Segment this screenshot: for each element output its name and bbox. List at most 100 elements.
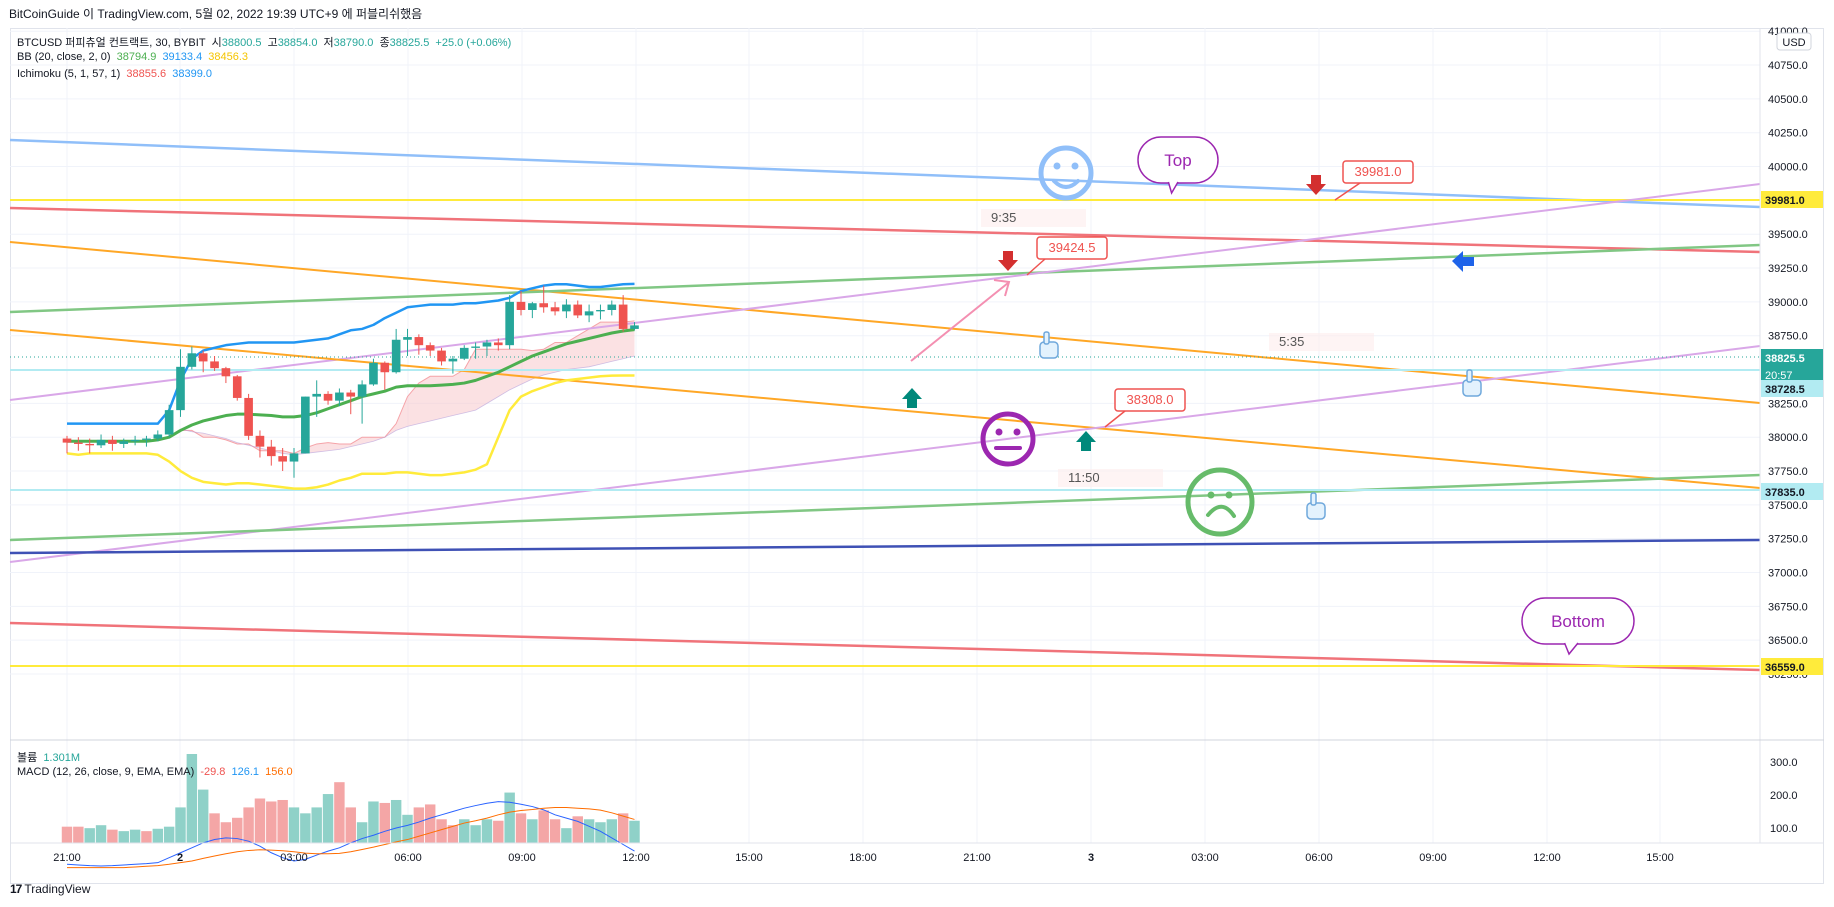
trendline-orange-lower [9, 329, 1761, 489]
y-tick-13: 39500.0 [1768, 229, 1808, 241]
x-tick-9: 3 [1088, 852, 1094, 864]
volume-bar-27 [368, 801, 379, 843]
price-label-38308-pointer [1104, 410, 1126, 428]
x-tick-7: 18:00 [849, 852, 877, 864]
legend-bb-v3: 38456.3 [208, 51, 249, 63]
legend-bb: BB (20, close, 2, 0) 38794.9 39133.4 384… [17, 51, 251, 63]
pointing-hand-icon-1-palm [1039, 341, 1059, 359]
legend-macd-v1: -29.8 [200, 766, 226, 778]
trendline-green-lower [9, 473, 1761, 542]
macd-y-tick-0: 100.0 [1770, 823, 1798, 835]
confused-face-icon-eye-left [1207, 491, 1215, 499]
candle-body-25 [346, 392, 356, 397]
footer-logo[interactable]: 17 TradingView [10, 882, 90, 896]
volume-bar-43 [549, 819, 561, 843]
candle-body-19 [278, 456, 287, 462]
volume-bar-47 [595, 822, 606, 843]
candle-body-6 [130, 439, 140, 442]
header-title: BitCoinGuide 이 TradingView.com, 5월 02, 2… [9, 7, 423, 21]
candle-body-7 [142, 438, 151, 440]
trendline-purple-upper [9, 183, 1761, 401]
legend-symbol-line: BTCUSD 퍼피츄얼 컨트랙트, 30, BYBIT 시38800.5 고38… [17, 34, 514, 50]
confused-face-icon-mouth [1206, 504, 1236, 518]
confused-face-icon-outline [1185, 467, 1255, 537]
candle-body-14 [221, 368, 231, 377]
bubble-top: Top [1164, 151, 1191, 170]
volume-bar-5 [118, 831, 129, 843]
pointing-hand-icon-3-finger [1310, 492, 1317, 506]
volume-bar-34 [447, 825, 459, 843]
y-tick-8: 38250.0 [1768, 398, 1808, 410]
axis-badge-38825: 38825.5 [1765, 353, 1805, 365]
tradingview-logo-icon: 17 [10, 882, 22, 896]
projection-arrow-head [993, 279, 1011, 297]
axis-badge-37835: 37835.0 [1765, 487, 1805, 499]
ichimoku-span-b [180, 355, 635, 456]
legend-bb-v1: 38794.9 [116, 51, 157, 63]
volume-bar-38 [493, 820, 504, 843]
volume-bar-16 [243, 807, 254, 843]
x-tick-10: 03:00 [1191, 852, 1219, 864]
axes-layer: 36250.036500.036750.037000.037250.037500… [10, 26, 1824, 864]
candle-body-28 [380, 362, 390, 373]
candle-body-41 [528, 303, 537, 310]
neutral-face-icon-eye-right [1013, 428, 1021, 436]
legend-bb-v2: 39133.4 [162, 51, 203, 63]
volume-bar-50 [629, 820, 640, 843]
candle-body-3 [96, 439, 106, 446]
axis-badge-38728: 38728.5 [1765, 384, 1805, 396]
x-tick-8: 21:00 [963, 852, 991, 864]
y-tick-2: 36750.0 [1768, 601, 1808, 613]
price-label-39981-pointer [1334, 182, 1361, 201]
bubble-top-tail [1167, 181, 1179, 195]
trendline-blue-top [9, 138, 1761, 209]
candle-body-5 [119, 441, 129, 444]
candle-body-35 [459, 347, 469, 359]
pointing-hand-icon-1-finger [1043, 331, 1050, 345]
legend-volume-name: 볼륨 [17, 752, 38, 764]
volume-bar-25 [345, 807, 356, 843]
volume-bar-48 [606, 819, 618, 843]
time-label-1150: 11:50 [1068, 470, 1100, 485]
pointing-hand-icon-2-finger [1466, 369, 1473, 383]
candle-body-12 [198, 353, 208, 362]
axis-badge-38728-bg [1761, 380, 1823, 397]
legend-ichimoku-v2: 38399.0 [172, 68, 212, 80]
volume-bar-32 [424, 804, 436, 843]
volume-bar-1 [73, 826, 84, 843]
volume-bar-28 [379, 802, 391, 843]
legend-close: 38825.5 [389, 37, 430, 49]
legend-macd-name: MACD (12, 26, close, 9, EMA, EMA) [17, 766, 195, 778]
neutral-face-icon-eye-left [995, 428, 1003, 436]
price-label-39424-box [1036, 236, 1108, 260]
volume-bar-21 [300, 813, 311, 843]
axis-badge-38825-bg [1761, 349, 1823, 383]
axis-badge-countdown: 20:57 [1765, 370, 1793, 382]
smiley-face-icon-eye-right [1071, 162, 1079, 170]
volume-bar-45 [572, 816, 583, 843]
legend-change: +25.0 (+0.06%) [435, 37, 512, 49]
candle-body-13 [210, 361, 219, 369]
legend-volume: 볼륨 1.301M [17, 749, 83, 765]
volume-bar-7 [141, 831, 152, 843]
y-tick-3: 37000.0 [1768, 568, 1808, 580]
x-tick-11: 06:00 [1305, 852, 1333, 864]
candle-body-26 [357, 384, 367, 397]
sell-arrow-down-icon-2 [998, 251, 1018, 271]
price-label-39981-box [1342, 160, 1414, 184]
volume-bar-4 [107, 829, 118, 843]
volume-bar-46 [583, 819, 595, 843]
x-tick-12: 09:00 [1419, 852, 1447, 864]
smiley-face-icon-eye-left [1053, 162, 1061, 170]
y-tick-7: 38000.0 [1768, 432, 1808, 444]
volume-bar-24 [334, 782, 345, 843]
axis-badge-39981: 39981.0 [1765, 195, 1805, 207]
axis-badge-37835-bg [1761, 483, 1823, 500]
candle-body-30 [403, 337, 412, 340]
left-arrow-icon [1452, 251, 1474, 272]
y-tick-4: 37250.0 [1768, 534, 1808, 546]
legend-high-label: 고 [267, 37, 278, 49]
volume-bar-35 [459, 819, 470, 843]
candle-body-21 [301, 396, 310, 454]
